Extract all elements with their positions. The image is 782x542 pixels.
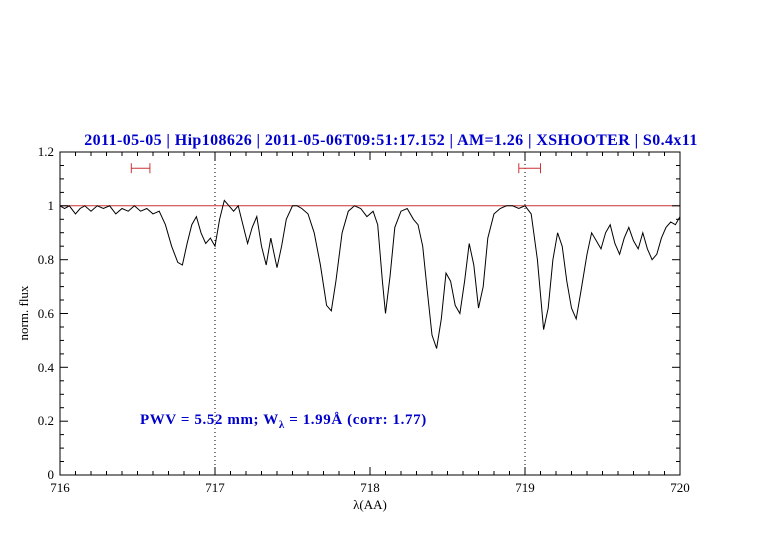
- pwv-annotation: PWV = 5.52 mm; Wλ = 1.99Å (corr: 1.77): [140, 412, 427, 431]
- x-axis-label: λ(AA): [353, 497, 387, 512]
- x-tick-label-717: 717: [205, 480, 225, 495]
- observed-spectrum-line: [59, 199, 681, 349]
- annotation-suffix: = 1.99Å (corr: 1.77): [284, 412, 427, 428]
- x-tick-label-720: 720: [670, 480, 690, 495]
- x-tick-label-718: 718: [360, 480, 380, 495]
- plot-title: 2011-05-05 | Hip108626 | 2011-05-06T09:5…: [84, 132, 698, 149]
- annotation-lambda-subscript: λ: [278, 419, 285, 431]
- annotation-prefix: PWV = 5.52 mm; W: [140, 412, 279, 428]
- y-tick-label-1p2: 1.2: [37, 144, 54, 159]
- y-tick-label-0p8: 0.8: [37, 252, 54, 267]
- y-tick-label-0p2: 0.2: [37, 413, 54, 428]
- y-tick-label-0p4: 0.4: [37, 360, 54, 375]
- y-tick-label-0p6: 0.6: [37, 306, 54, 321]
- y-tick-label-0: 0: [47, 467, 55, 482]
- y-tick-label-1: 1: [47, 198, 55, 213]
- x-tick-label-719: 719: [515, 480, 535, 495]
- integration-range-markers: [130, 163, 541, 174]
- axis-ticks: [59, 151, 681, 476]
- x-tick-label-716: 716: [50, 480, 70, 495]
